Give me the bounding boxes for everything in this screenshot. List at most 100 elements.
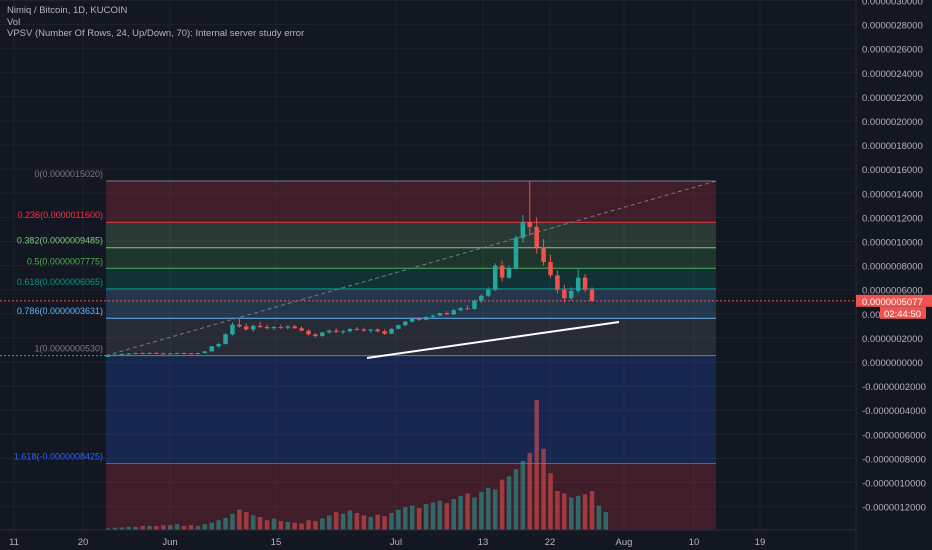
- candle-body[interactable]: [292, 326, 297, 329]
- candle-body[interactable]: [548, 261, 553, 276]
- candle-body[interactable]: [396, 325, 401, 329]
- candle-body[interactable]: [181, 353, 187, 355]
- candle-body[interactable]: [126, 353, 131, 355]
- candle-body[interactable]: [216, 343, 221, 347]
- candle-body[interactable]: [486, 289, 491, 296]
- candle-body[interactable]: [479, 295, 484, 301]
- candle-body[interactable]: [250, 325, 256, 330]
- candle-body[interactable]: [527, 222, 533, 228]
- volume-bar: [534, 400, 539, 530]
- candle-body[interactable]: [430, 315, 436, 317]
- candle-body[interactable]: [147, 352, 152, 354]
- candle-body[interactable]: [133, 353, 138, 355]
- candle-body[interactable]: [299, 328, 304, 331]
- candle-body[interactable]: [257, 325, 263, 328]
- candle-body[interactable]: [278, 327, 284, 329]
- volume-bar: [250, 515, 256, 530]
- candle-body[interactable]: [555, 275, 560, 290]
- volume-bar: [244, 512, 249, 530]
- candle-body[interactable]: [368, 329, 373, 331]
- candle-body[interactable]: [223, 334, 228, 344]
- fibonacci-retracement[interactable]: 0(0.0000015020) 0.236(0.0000011600) 0.382(…: [0, 169, 717, 530]
- candle-body[interactable]: [167, 353, 173, 355]
- candle-body[interactable]: [444, 313, 450, 315]
- candle-body[interactable]: [520, 222, 526, 238]
- candle-body[interactable]: [389, 328, 394, 334]
- volume-bar: [396, 509, 401, 530]
- candle-body[interactable]: [333, 330, 339, 332]
- candle-body[interactable]: [264, 327, 270, 329]
- candle-body[interactable]: [271, 327, 277, 329]
- time-axis[interactable]: 11 20 Jun 15 Jul 13 22 Aug 10 19: [9, 537, 765, 548]
- candle-body[interactable]: [575, 277, 581, 291]
- candle-body[interactable]: [320, 332, 325, 337]
- candle-body[interactable]: [534, 227, 539, 248]
- candle-body[interactable]: [423, 316, 429, 320]
- volume-bar: [465, 493, 470, 530]
- volume-bar: [299, 523, 304, 530]
- candle-body[interactable]: [472, 300, 477, 309]
- volume-bar: [119, 527, 125, 530]
- candle-body[interactable]: [569, 290, 574, 299]
- candle-body[interactable]: [105, 355, 111, 357]
- fib-trend-line[interactable]: [105, 180, 717, 357]
- volume-bar: [347, 510, 353, 530]
- candle-body[interactable]: [202, 351, 208, 354]
- candle-body[interactable]: [403, 321, 408, 326]
- candle-body[interactable]: [492, 265, 498, 290]
- candle-body[interactable]: [237, 324, 242, 327]
- trend-line[interactable]: [366, 321, 620, 359]
- candle-body[interactable]: [361, 329, 367, 331]
- candle-body[interactable]: [437, 313, 443, 316]
- study-error-legend[interactable]: VPSV (Number Of Rows, 24, Up/Down, 70): …: [7, 28, 305, 39]
- candle-body[interactable]: [327, 330, 332, 333]
- volume-bar: [569, 497, 574, 530]
- candle-body[interactable]: [244, 326, 249, 330]
- candle-body[interactable]: [382, 331, 387, 334]
- drawings[interactable]: [0, 300, 856, 359]
- candle-body[interactable]: [458, 308, 463, 311]
- candle-body[interactable]: [112, 354, 118, 356]
- candle-body[interactable]: [230, 324, 235, 335]
- fib-level-label: 0.5(0.0000007775): [27, 256, 103, 266]
- volume-bar: [313, 521, 318, 530]
- candle-body[interactable]: [562, 289, 567, 299]
- candle-body[interactable]: [313, 334, 318, 337]
- symbol-title[interactable]: Nimiq / Bitcoin, 1D, KUCOIN: [7, 5, 128, 16]
- candle-body[interactable]: [340, 331, 346, 333]
- candle-body[interactable]: [582, 277, 588, 290]
- candle-body[interactable]: [409, 318, 415, 322]
- candle-body[interactable]: [161, 353, 166, 355]
- fib-zone: [106, 355, 716, 464]
- candle-body[interactable]: [541, 247, 546, 262]
- candle-body[interactable]: [140, 353, 145, 355]
- fib-zone: [106, 288, 716, 319]
- candles[interactable]: [105, 181, 595, 358]
- candle-body[interactable]: [347, 328, 353, 332]
- candle-body[interactable]: [354, 328, 360, 330]
- candle-body[interactable]: [451, 310, 456, 315]
- candle-body[interactable]: [513, 237, 519, 269]
- candle-body[interactable]: [188, 353, 194, 355]
- volume-bar: [264, 520, 270, 530]
- candle-body[interactable]: [285, 326, 291, 328]
- candle-body[interactable]: [119, 354, 125, 356]
- candle-body[interactable]: [465, 308, 470, 310]
- candle-body[interactable]: [506, 268, 512, 278]
- candle-body[interactable]: [306, 330, 311, 335]
- volume-bar: [389, 512, 394, 530]
- candle-body[interactable]: [416, 318, 422, 320]
- volume-bar: [375, 514, 380, 530]
- candle-body[interactable]: [499, 265, 505, 278]
- candle-body[interactable]: [375, 329, 380, 332]
- current-price-badge[interactable]: [856, 294, 932, 307]
- candle-body[interactable]: [174, 353, 180, 355]
- candle-body[interactable]: [154, 352, 159, 354]
- candle-body[interactable]: [195, 353, 201, 355]
- candle-body[interactable]: [209, 346, 214, 352]
- volume-legend[interactable]: Vol: [7, 17, 21, 28]
- candle-body[interactable]: [589, 289, 595, 301]
- volume-bar: [306, 520, 311, 530]
